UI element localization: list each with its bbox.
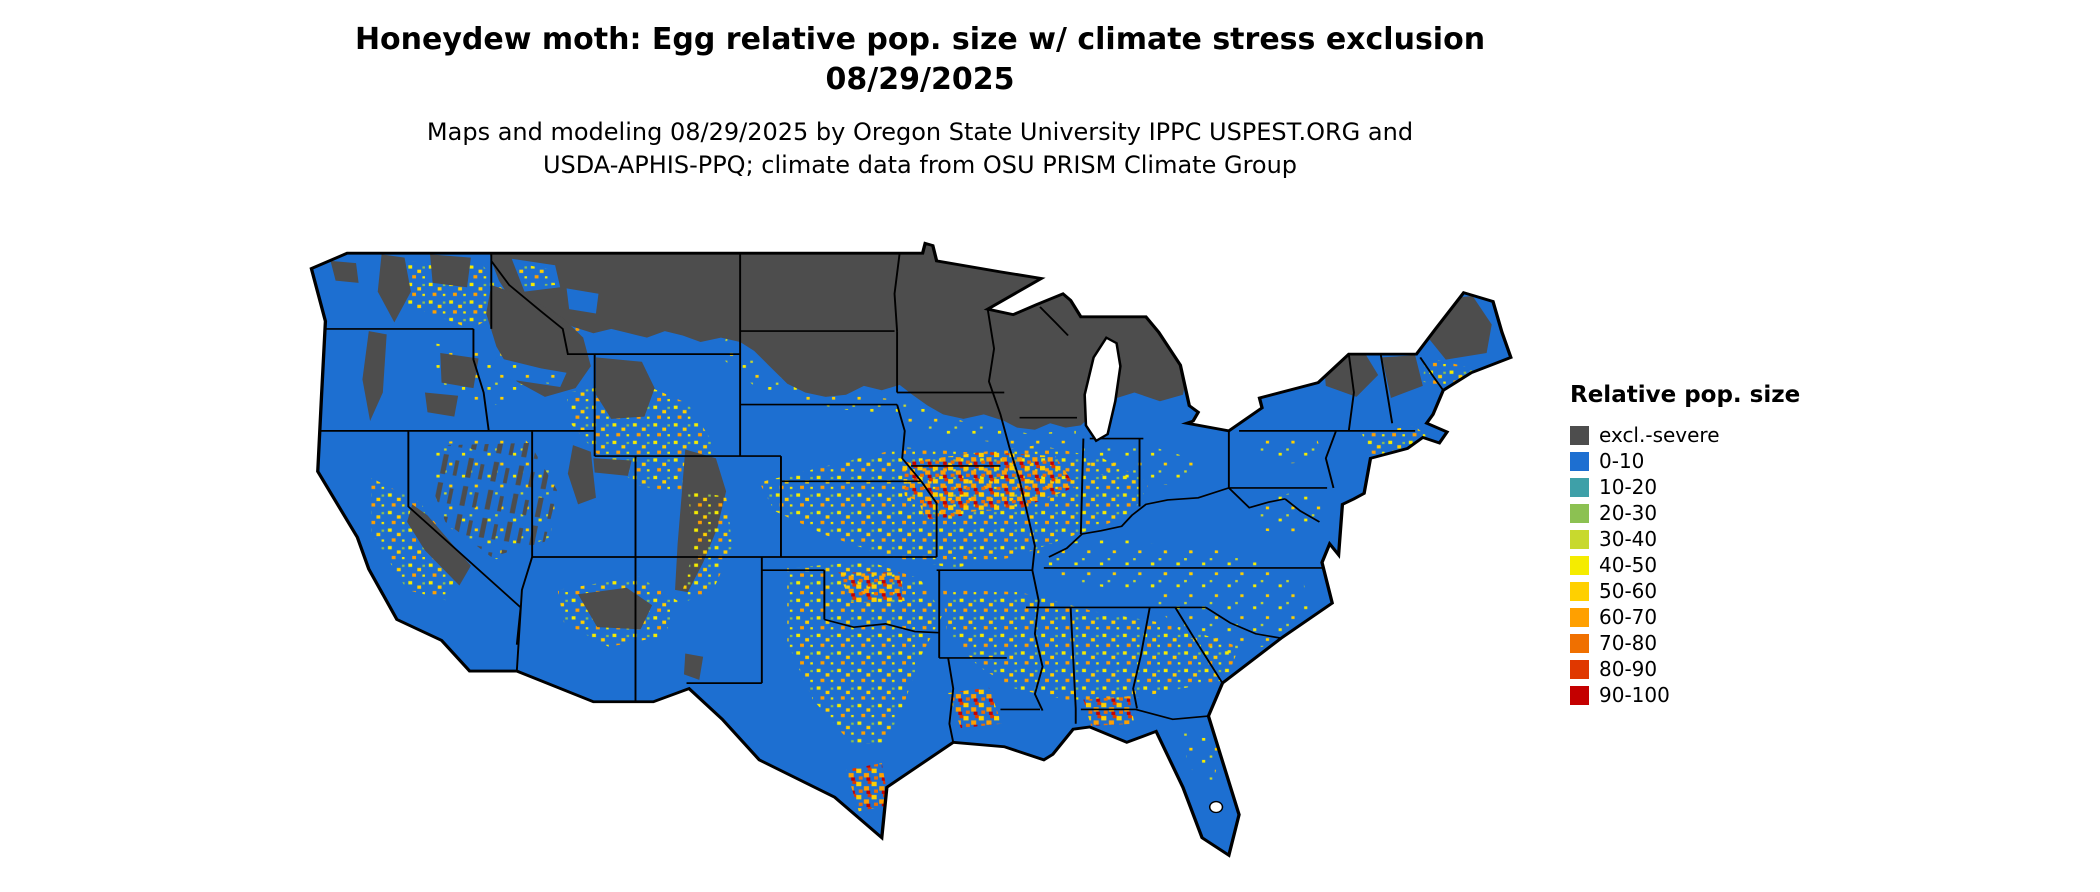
legend-label: excl.-severe (1599, 423, 1720, 447)
high-population-clusters (838, 451, 1135, 812)
legend-item-70-80: 70-80 (1570, 630, 1800, 656)
legend-swatch (1570, 451, 1589, 471)
map-header: Honeydew moth: Egg relative pop. size w/… (0, 20, 1840, 182)
map-subtitle-line1: Maps and modeling 08/29/2025 by Oregon S… (426, 118, 1414, 146)
legend-label: 50-60 (1599, 579, 1658, 603)
legend-swatch (1570, 685, 1589, 705)
legend-title: Relative pop. size (1570, 382, 1801, 408)
legend-label: 30-40 (1599, 527, 1658, 551)
legend-item-90-100: 90-100 (1570, 682, 1800, 708)
legend-label: 80-90 (1599, 657, 1658, 681)
legend-label: 90-100 (1599, 683, 1670, 707)
state-borders (319, 253, 1445, 743)
legend-swatch (1570, 555, 1589, 575)
lake-michigan (1083, 336, 1122, 443)
legend-swatch (1570, 607, 1589, 627)
legend-label: 60-70 (1599, 605, 1658, 629)
map-title-line1: Honeydew moth: Egg relative pop. size w/… (354, 22, 1486, 57)
legend-item-60-70: 60-70 (1570, 604, 1800, 630)
lake-okeechobee (1208, 800, 1224, 814)
valley-patches (491, 258, 733, 601)
map-title-date: 08/29/2025 (825, 62, 1015, 97)
legend-swatch (1570, 529, 1589, 549)
legend-item-0-10: 0-10 (1570, 448, 1800, 474)
legend-item-20-30: 20-30 (1570, 500, 1800, 526)
legend-label: 0-10 (1599, 449, 1645, 473)
legend-swatch (1570, 503, 1589, 523)
legend-label: 40-50 (1599, 553, 1658, 577)
legend-swatch (1570, 659, 1589, 679)
legend-label: 70-80 (1599, 631, 1658, 655)
map-title: Honeydew moth: Egg relative pop. size w/… (0, 20, 1840, 100)
legend-item-10-20: 10-20 (1570, 474, 1800, 500)
legend-item-80-90: 80-90 (1570, 656, 1800, 682)
legend-item-50-60: 50-60 (1570, 578, 1800, 604)
legend-swatch (1570, 425, 1589, 445)
legend-swatch (1570, 581, 1589, 601)
legend-item-excl-severe: excl.-severe (1570, 422, 1800, 448)
us-population-map (305, 228, 1530, 886)
map-subtitle: Maps and modeling 08/29/2025 by Oregon S… (0, 116, 1840, 182)
us-map-svg (309, 241, 1513, 857)
legend-swatch (1570, 477, 1589, 497)
legend-swatch (1570, 633, 1589, 653)
legend-label: 10-20 (1599, 475, 1658, 499)
map-subtitle-line2: USDA-APHIS-PPQ; climate data from OSU PR… (542, 151, 1298, 179)
legend-item-40-50: 40-50 (1570, 552, 1800, 578)
legend-label: 20-30 (1599, 501, 1658, 525)
map-legend: Relative pop. size excl.-severe 0-10 10-… (1570, 382, 1800, 708)
legend-item-30-40: 30-40 (1570, 526, 1800, 552)
